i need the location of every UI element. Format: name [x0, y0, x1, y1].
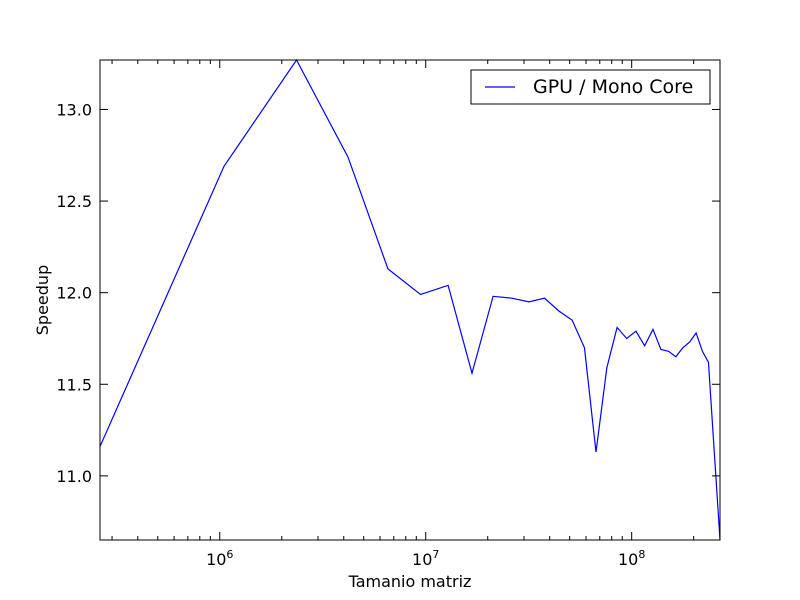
y-tick-label: 11.5: [56, 375, 92, 394]
axes: 11.0 11.5 12.0 12.5 13.0 106 107 108: [56, 59, 721, 569]
y-tick-label: 11.0: [56, 467, 92, 486]
series-line-0: [99, 58, 721, 541]
y-tick-label: 12.5: [56, 192, 92, 211]
x-axis-label: Tamanio matriz: [348, 572, 472, 591]
y-tick-label: 13.0: [56, 100, 92, 119]
legend-entry-label: GPU / Mono Core: [533, 76, 693, 98]
x-tick-label: 108: [618, 548, 645, 569]
axes-frame: [99, 59, 721, 541]
y-tick-label: 12.0: [56, 284, 92, 303]
legend: GPU / Mono Core: [470, 69, 711, 105]
x-tick-label: 107: [412, 548, 439, 569]
y-axis-label: Speedup: [33, 265, 52, 335]
plot-area: [99, 58, 721, 541]
x-tick-label: 106: [206, 548, 233, 569]
